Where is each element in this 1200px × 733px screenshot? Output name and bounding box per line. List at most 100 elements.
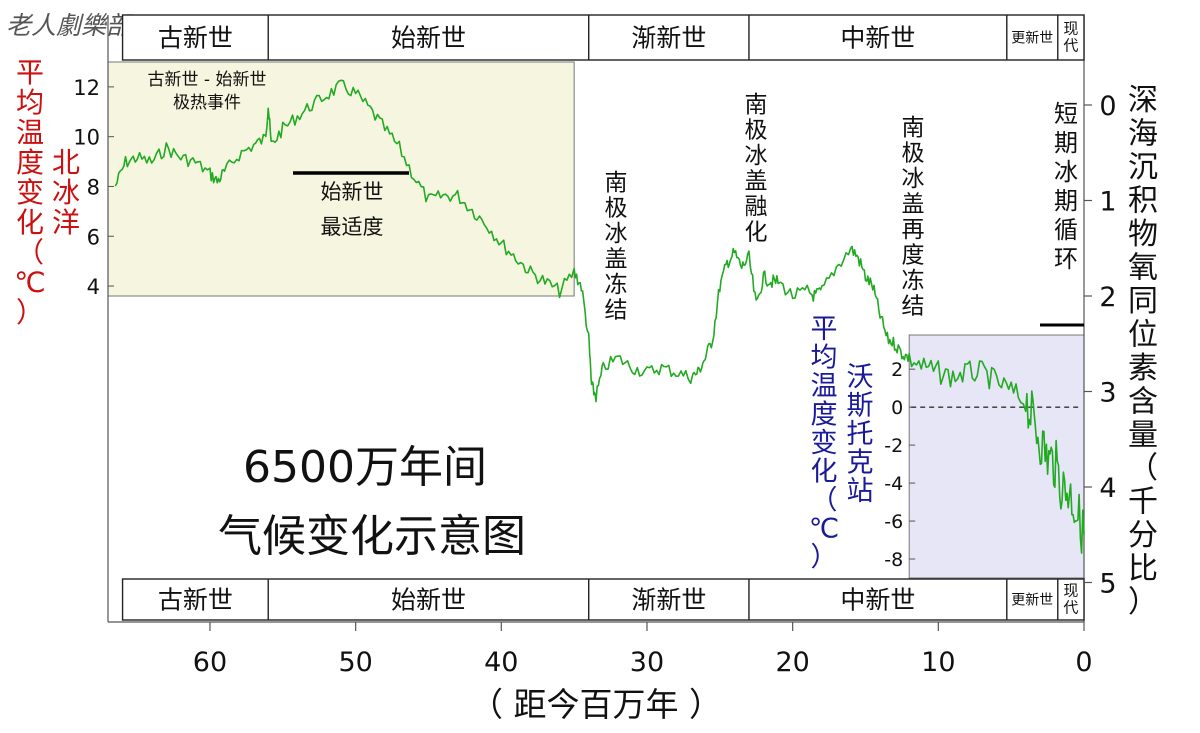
epoch-label-bottom: 现	[1063, 582, 1078, 600]
arctic-axis-label: ℃	[14, 266, 45, 299]
right-tick-label: 1	[1099, 187, 1116, 218]
right-axis-label: 分	[1128, 518, 1158, 553]
annotation-antarctic-refreeze: 结	[902, 294, 925, 320]
annotation-antarctic-refreeze: 冻	[902, 268, 925, 294]
annotation-antarctic-melt: 冰	[745, 143, 768, 169]
epoch-label-top: 中新世	[840, 24, 915, 53]
arctic-axis-label: ）	[16, 296, 44, 329]
epoch-label-bottom: 中新世	[840, 586, 915, 615]
annotation-antarctic-refreeze: 极	[902, 141, 925, 167]
arctic-axis-label: 平	[16, 56, 44, 89]
right-tick-label: 0	[1099, 91, 1116, 122]
vostok-tick-label: 2	[891, 359, 903, 381]
right-axis-label: ）	[1128, 585, 1158, 620]
x-tick-label: 0	[1075, 647, 1092, 678]
x-tick-label: 20	[775, 647, 809, 678]
x-tick-label: 50	[338, 647, 372, 678]
arctic-tick-label: 4	[87, 275, 100, 299]
epoch-label-bottom: 渐新世	[631, 586, 706, 615]
vostok-axis-label: 沃	[847, 362, 874, 393]
epoch-bar-bottom	[121, 578, 1085, 621]
annotation-ice-cycles: 循	[1054, 216, 1078, 244]
vostok-axis-label: 化	[811, 457, 838, 488]
right-tick-label: 4	[1099, 473, 1116, 504]
right-axis-label: （	[1128, 451, 1158, 486]
annotation-antarctic-refreeze: 度	[902, 243, 925, 269]
arctic-axis-label: 北	[52, 146, 80, 179]
epoch-label-bottom: 始新世	[391, 586, 466, 615]
vostok-axis-label: 温	[811, 371, 838, 402]
arctic-axis-label: 均	[16, 86, 44, 119]
annotation-antarctic-refreeze: 再	[902, 217, 925, 243]
series-line	[114, 79, 1085, 554]
epoch-label-bottom: 代	[1063, 599, 1078, 617]
main-title-line-2: 气候变化示意图	[218, 511, 526, 562]
right-axis-label: 物	[1128, 217, 1158, 252]
epoch-label-top: 始新世	[391, 24, 466, 53]
annotation-antarctic-melt: 融	[745, 194, 768, 220]
vostok-tick-label: -8	[884, 549, 903, 571]
vostok-tick-label: -4	[884, 473, 903, 495]
arctic-tick-label: 8	[87, 175, 100, 199]
vostok-axis-label: ）	[811, 542, 838, 573]
right-axis-label: 含	[1128, 385, 1158, 420]
vostok-axis-label: 变	[811, 428, 838, 459]
epoch-label-bottom: 更新世	[1011, 593, 1053, 609]
arctic-axis-label: 温	[16, 116, 44, 149]
epoch-label-bottom: 古新世	[158, 586, 233, 615]
right-axis-label: 位	[1128, 318, 1158, 353]
right-tick-label: 2	[1099, 282, 1116, 313]
x-tick-label: 10	[921, 647, 955, 678]
vostok-axis-label: 站	[847, 476, 874, 507]
vostok-tick-label: 0	[891, 397, 903, 419]
epoch-label-top: 代	[1063, 37, 1078, 55]
x-tick-label: 40	[484, 647, 518, 678]
vostok-tick-label: -6	[884, 511, 903, 533]
right-axis-label: 量	[1128, 418, 1158, 453]
arctic-axis-label: 冰	[52, 176, 80, 209]
right-axis-label: 沉	[1128, 150, 1158, 185]
arctic-axis-label: （	[16, 236, 44, 269]
arctic-inset-box	[107, 61, 575, 297]
epoch-label-top: 渐新世	[631, 24, 706, 53]
right-axis-label: 同	[1128, 284, 1158, 319]
annotation-eocene-optimum: 始新世	[321, 180, 384, 204]
x-axis-label: （ 距今百万年 ）	[470, 685, 722, 724]
annotation-ice-cycles: 冰	[1054, 158, 1078, 186]
right-axis-label: 深	[1128, 83, 1158, 118]
arctic-tick-label: 10	[73, 126, 100, 150]
annotation-antarctic-melt: 极	[745, 118, 768, 144]
vostok-axis-label: 托	[847, 419, 874, 450]
annotation-eocene-optimum: 最适度	[321, 215, 384, 239]
annotation-petm: 极热事件	[173, 93, 241, 113]
annotation-ice-cycles: 期	[1054, 129, 1078, 157]
annotation-antarctic-melt: 南	[745, 92, 768, 118]
right-axis-label: 比	[1128, 552, 1158, 587]
x-tick-label: 60	[193, 647, 227, 678]
vostok-axis-label: 克	[847, 448, 874, 479]
watermark: 老人劇樂部	[6, 11, 135, 40]
x-tick-label: 30	[630, 647, 664, 678]
right-tick-label: 3	[1099, 378, 1116, 409]
annotation-antarctic-freeze: 结	[605, 298, 628, 324]
vostok-axis-label: ℃	[809, 514, 839, 545]
arctic-axis-label: 度	[16, 146, 44, 179]
vostok-axis-label: 度	[811, 400, 838, 431]
arctic-tick-label: 12	[73, 76, 100, 100]
main-title-line-1: 6500万年间	[243, 442, 487, 493]
annotation-antarctic-refreeze: 南	[902, 115, 925, 141]
annotation-antarctic-freeze: 冻	[605, 272, 628, 298]
arctic-axis-label: 变	[16, 176, 44, 209]
vostok-axis-label: 斯	[847, 391, 874, 422]
epoch-label-top: 古新世	[158, 24, 233, 53]
arctic-axis-label: 洋	[52, 206, 80, 239]
annotation-antarctic-freeze: 南	[605, 170, 628, 196]
annotation-antarctic-refreeze: 冰	[902, 166, 925, 192]
annotation-antarctic-freeze: 极	[605, 196, 628, 222]
right-axis-label: 素	[1128, 351, 1158, 386]
epoch-label-top: 更新世	[1011, 31, 1053, 47]
arctic-tick-label: 6	[87, 225, 100, 249]
arctic-axis-label: 化	[16, 206, 44, 239]
annotation-petm: 古新世 - 始新世	[148, 70, 267, 90]
